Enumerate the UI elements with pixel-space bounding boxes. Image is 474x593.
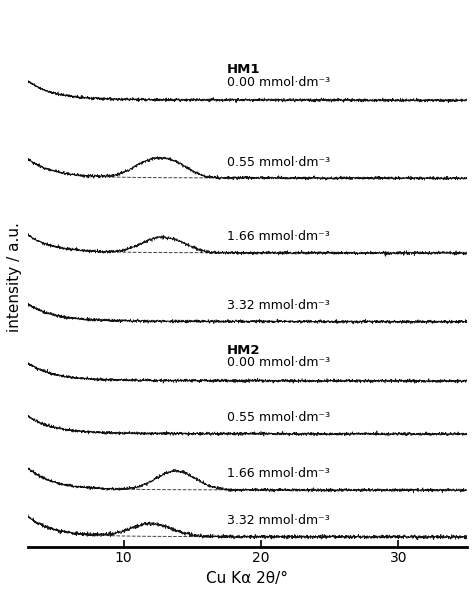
Text: 3.32 mmol·dm⁻³: 3.32 mmol·dm⁻³ bbox=[227, 514, 329, 527]
Text: 1.66 mmol·dm⁻³: 1.66 mmol·dm⁻³ bbox=[227, 231, 329, 243]
Text: 3.32 mmol·dm⁻³: 3.32 mmol·dm⁻³ bbox=[227, 299, 329, 312]
Text: 0.00 mmol·dm⁻³: 0.00 mmol·dm⁻³ bbox=[227, 76, 330, 89]
Text: 0.55 mmol·dm⁻³: 0.55 mmol·dm⁻³ bbox=[227, 155, 330, 168]
Text: 1.66 mmol·dm⁻³: 1.66 mmol·dm⁻³ bbox=[227, 467, 329, 480]
Text: 0.55 mmol·dm⁻³: 0.55 mmol·dm⁻³ bbox=[227, 412, 330, 425]
Text: 0.00 mmol·dm⁻³: 0.00 mmol·dm⁻³ bbox=[227, 356, 330, 369]
Text: HM2: HM2 bbox=[227, 344, 260, 357]
Text: HM1: HM1 bbox=[227, 63, 260, 76]
X-axis label: Cu Kα 2θ/°: Cu Kα 2θ/° bbox=[206, 571, 288, 586]
Y-axis label: intensity / a.u.: intensity / a.u. bbox=[7, 222, 22, 331]
